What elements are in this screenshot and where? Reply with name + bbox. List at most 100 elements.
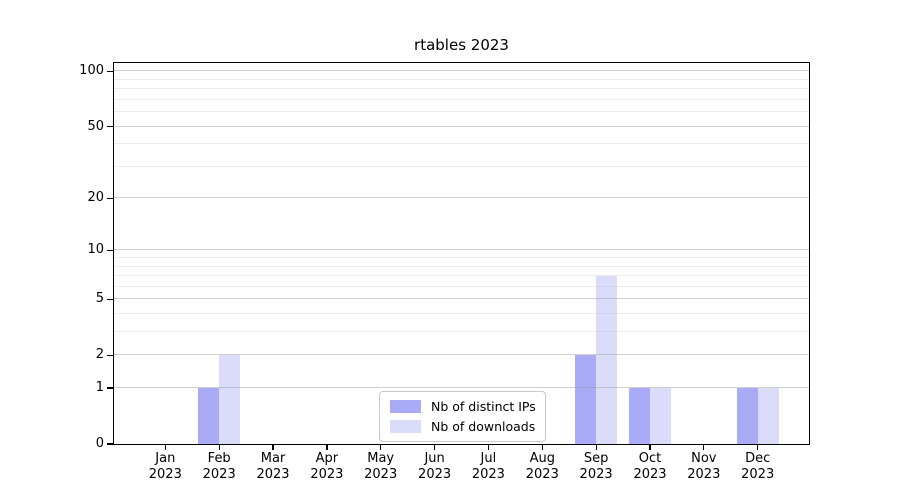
x-tick-mark	[757, 445, 759, 450]
y-tick-mark	[107, 70, 113, 72]
legend-label: Nb of downloads	[431, 419, 536, 434]
x-tick-label: Jun 2023	[404, 451, 466, 482]
gridline-major	[114, 298, 809, 300]
x-tick-label: Oct 2023	[619, 451, 681, 482]
y-tick-label: 5	[95, 291, 104, 307]
bars-layer	[114, 63, 809, 444]
x-tick-month: Dec	[745, 451, 771, 466]
y-tick-mark	[107, 443, 113, 445]
x-tick-label: Jan 2023	[134, 451, 196, 482]
gridline-minor	[114, 143, 809, 145]
bar-distinct-ips	[198, 388, 220, 444]
y-tick-mark	[107, 387, 113, 389]
x-tick-year: 2023	[418, 466, 452, 482]
y-tick-mark	[107, 298, 113, 300]
x-tick-year: 2023	[256, 466, 290, 482]
x-tick-month: Apr	[315, 451, 339, 466]
gridline-minor	[114, 257, 809, 259]
gridline-major	[114, 387, 809, 388]
gridline-major	[114, 354, 809, 356]
gridline-major	[114, 70, 809, 72]
bar-downloads	[219, 355, 241, 444]
x-tick-mark	[703, 445, 705, 450]
chart-title: rtables 2023	[414, 36, 509, 54]
gridline-minor	[114, 313, 809, 314]
x-tick-label: Sep 2023	[565, 451, 627, 482]
y-tick-label: 2	[95, 347, 104, 363]
y-tick-label: 20	[87, 190, 104, 206]
x-tick-label: Nov 2023	[673, 451, 735, 482]
x-tick-mark	[649, 445, 651, 450]
bar-downloads	[596, 276, 618, 444]
x-tick-mark	[380, 445, 382, 450]
x-tick-month: Nov	[691, 451, 717, 466]
x-tick-mark	[541, 445, 543, 450]
y-tick-label: 0	[95, 436, 104, 451]
y-tick-label: 50	[87, 118, 104, 134]
x-tick-month: Mar	[260, 451, 286, 466]
x-tick-label: Jul 2023	[457, 451, 519, 482]
x-tick-month: Oct	[638, 451, 662, 466]
x-tick-year: 2023	[364, 466, 398, 482]
x-tick-month: Feb	[207, 451, 231, 466]
x-tick-year: 2023	[633, 466, 667, 482]
x-tick-mark	[218, 445, 220, 450]
legend-swatch-downloads-icon	[390, 420, 421, 433]
bar-distinct-ips	[628, 388, 650, 444]
x-tick-label: Aug 2023	[511, 451, 573, 482]
x-tick-label: Mar 2023	[242, 451, 304, 482]
gridline-minor	[114, 165, 809, 167]
bar-downloads	[649, 388, 671, 444]
x-tick-label: Feb 2023	[188, 451, 250, 482]
gridline-minor	[114, 331, 809, 333]
bar-distinct-ips	[575, 355, 597, 444]
gridline-minor	[114, 285, 809, 287]
gridline-major	[114, 197, 809, 199]
gridline-major	[114, 125, 809, 127]
x-tick-year: 2023	[148, 466, 182, 482]
x-tick-month: Jun	[424, 451, 445, 466]
y-tick-mark	[107, 197, 113, 199]
legend-label: Nb of distinct IPs	[431, 399, 536, 414]
gridline-minor	[114, 111, 809, 113]
y-tick-label: 1	[95, 380, 104, 395]
bar-distinct-ips	[736, 388, 758, 444]
x-tick-year: 2023	[741, 466, 775, 482]
x-tick-year: 2023	[687, 466, 721, 482]
y-tick-label: 10	[87, 242, 104, 258]
y-tick-mark	[107, 249, 113, 252]
gridline-minor	[114, 98, 809, 100]
legend: Nb of distinct IPs Nb of downloads	[379, 391, 546, 442]
x-tick-mark	[434, 445, 436, 450]
x-tick-month: Aug	[529, 451, 555, 466]
gridline-minor	[114, 88, 809, 90]
x-tick-mark	[595, 445, 597, 450]
gridline-major	[114, 249, 809, 251]
legend-item-downloads: Nb of downloads	[390, 419, 536, 434]
x-tick-year: 2023	[202, 466, 236, 482]
x-tick-month: May	[367, 451, 395, 466]
gridlines-layer	[114, 63, 809, 444]
x-tick-year: 2023	[579, 466, 613, 482]
x-tick-year: 2023	[310, 466, 344, 482]
legend-swatch-distinct-ips-icon	[390, 400, 421, 413]
gridline-minor	[114, 78, 809, 80]
x-tick-month: Jul	[480, 451, 497, 466]
gridline-minor	[114, 275, 809, 277]
x-tick-mark	[487, 445, 490, 450]
y-tick-mark	[107, 125, 113, 128]
x-tick-mark	[164, 445, 166, 450]
x-tick-label: Dec 2023	[727, 451, 789, 482]
legend-item-distinct-ips: Nb of distinct IPs	[390, 399, 536, 414]
x-tick-label: May 2023	[350, 451, 412, 482]
x-tick-mark	[272, 445, 274, 450]
x-tick-year: 2023	[525, 466, 559, 482]
x-tick-month: Jan	[155, 451, 176, 466]
x-tick-mark	[326, 445, 328, 450]
y-tick-label: 100	[79, 63, 104, 79]
gridline-minor	[114, 265, 809, 267]
plot-area: Nb of distinct IPs Nb of downloads	[113, 62, 810, 445]
x-tick-label: Apr 2023	[296, 451, 358, 482]
y-tick-mark	[107, 354, 113, 356]
